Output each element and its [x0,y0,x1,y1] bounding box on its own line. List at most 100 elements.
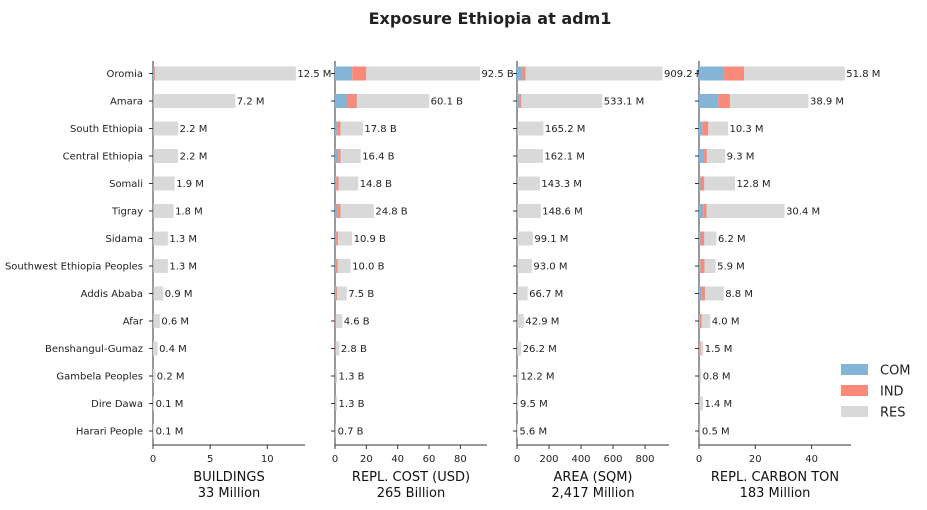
x-axis-total: 183 Million [740,486,811,501]
bar-com-benshangul-gumaz [699,341,700,356]
data-label-harari-people: 0.5 M [702,427,730,438]
bar-res-oromia [525,66,663,81]
bar-ind-benshangul-gumaz [699,341,701,356]
data-label-addis-ababa: 7.5 B [348,289,374,300]
category-label-south-ethiopia: South Ethiopia [70,124,143,135]
bar-ind-tigray [703,204,707,218]
x-tick-label: 200 [539,454,558,465]
bar-res-harari-people [335,424,337,438]
x-axis-label: REPL. CARBON TON [711,470,839,485]
data-label-somali: 12.8 M [737,179,771,190]
data-label-amara: 38.9 M [810,97,844,108]
bar-ind-somali [336,176,339,191]
data-label-afar: 4.6 B [344,317,370,328]
bar-res-benshangul-gumaz [335,341,340,356]
bar-ind-somali [700,176,705,191]
data-label-central-ethiopia: 16.4 B [362,152,394,163]
bar-ind-central-ethiopia [338,149,341,163]
panel-repl-cost-usd: 92.5 B 60.1 B 17.8 B 16.4 B 14.8 B 24.8 B 10.9… [331,61,514,501]
x-tick-label: 40 [805,454,818,465]
bar-res-sidama [338,231,353,246]
category-label-sidama: Sidama [106,234,143,245]
bar-res-afar [701,314,711,328]
x-tick-label: 40 [391,454,404,465]
data-label-sidama: 10.9 B [354,234,386,245]
bar-res-south-ethiopia [708,121,728,136]
data-label-harari-people: 5.6 M [519,427,547,438]
data-label-central-ethiopia: 9.3 M [727,152,755,163]
x-axis-total: 33 Million [198,486,261,501]
bar-res-tigray [153,204,174,218]
data-label-south-ethiopia: 165.2 M [545,124,585,135]
bar-res-south-ethiopia [153,121,179,136]
bar-res-central-ethiopia [706,149,726,163]
bar-ind-sidama [336,231,339,246]
bar-res-amara [154,94,236,108]
bar-res-gambela-peoples [699,369,702,383]
bar-com-southwest-ethiopia-peoples [335,259,336,273]
data-label-dire-dawa: 1.3 B [339,399,365,410]
bar-res-amara [521,94,603,108]
data-label-southwest-ethiopia-peoples: 5.9 M [717,262,745,273]
data-label-oromia: 909.2 M [664,69,704,80]
bar-res-oromia [155,66,296,81]
data-label-south-ethiopia: 10.3 M [729,124,763,135]
data-label-dire-dawa: 9.5 M [520,399,548,410]
bar-res-harari-people [699,424,701,438]
data-label-benshangul-gumaz: 26.2 M [523,344,557,355]
x-tick-label: 60 [423,454,436,465]
bar-res-benshangul-gumaz [517,341,522,356]
data-label-gambela-peoples: 0.2 M [157,372,185,383]
bar-com-southwest-ethiopia-peoples [699,259,701,273]
legend-swatch-ind [841,385,868,396]
data-label-tigray: 1.8 M [175,207,203,218]
bar-res-somali [517,176,540,191]
bar-res-benshangul-gumaz [153,341,158,356]
bar-com-central-ethiopia [699,149,705,163]
data-label-southwest-ethiopia-peoples: 1.3 M [169,262,197,273]
data-label-central-ethiopia: 162.1 M [544,152,584,163]
x-tick-label: 10 [261,454,274,465]
bar-res-addis-ababa [337,286,347,301]
x-tick-label: 0 [332,454,338,465]
data-label-somali: 1.9 M [176,179,204,190]
bar-com-oromia [699,66,725,81]
bar-ind-oromia [352,66,367,81]
data-label-dire-dawa: 1.4 M [704,399,732,410]
category-label-benshangul-gumaz: Benshangul-Gumaz [45,344,143,355]
bar-ind-afar [699,314,702,328]
bar-ind-addis-ababa [335,286,338,301]
data-label-dire-dawa: 0.1 M [156,399,184,410]
bar-com-somali [699,176,701,191]
bar-ind-sidama [700,231,705,246]
data-label-harari-people: 0.7 B [338,427,364,438]
bar-ind-afar [335,314,337,328]
bar-res-addis-ababa [517,286,528,301]
data-label-sidama: 99.1 M [534,234,568,245]
data-label-central-ethiopia: 2.2 M [180,152,208,163]
x-tick-label: 800 [635,454,654,465]
bar-com-amara [335,94,348,108]
data-label-gambela-peoples: 1.3 B [339,372,365,383]
bar-res-gambela-peoples [153,369,156,383]
bar-res-southwest-ethiopia-peoples [153,259,168,273]
data-label-sidama: 1.3 M [169,234,197,245]
bar-com-oromia [153,66,155,81]
bar-res-southwest-ethiopia-peoples [704,259,716,273]
category-label-amara: Amara [110,97,143,108]
bar-com-somali [335,176,337,191]
data-label-oromia: 51.8 M [846,69,880,80]
bar-res-tigray [706,204,785,218]
bar-ind-southwest-ethiopia-peoples [700,259,705,273]
data-label-afar: 4.0 M [712,317,740,328]
bar-res-benshangul-gumaz [700,341,704,356]
x-tick-label: 0 [514,454,520,465]
x-tick-label: 0 [696,454,702,465]
bar-res-afar [336,314,343,328]
category-label-dire-dawa: Dire Dawa [91,399,143,410]
bar-ind-amara [519,94,522,108]
bar-ind-addis-ababa [701,286,706,301]
bar-ind-oromia [724,66,745,81]
data-label-somali: 14.8 B [360,179,392,190]
x-axis-label: BUILDINGS [193,470,264,485]
